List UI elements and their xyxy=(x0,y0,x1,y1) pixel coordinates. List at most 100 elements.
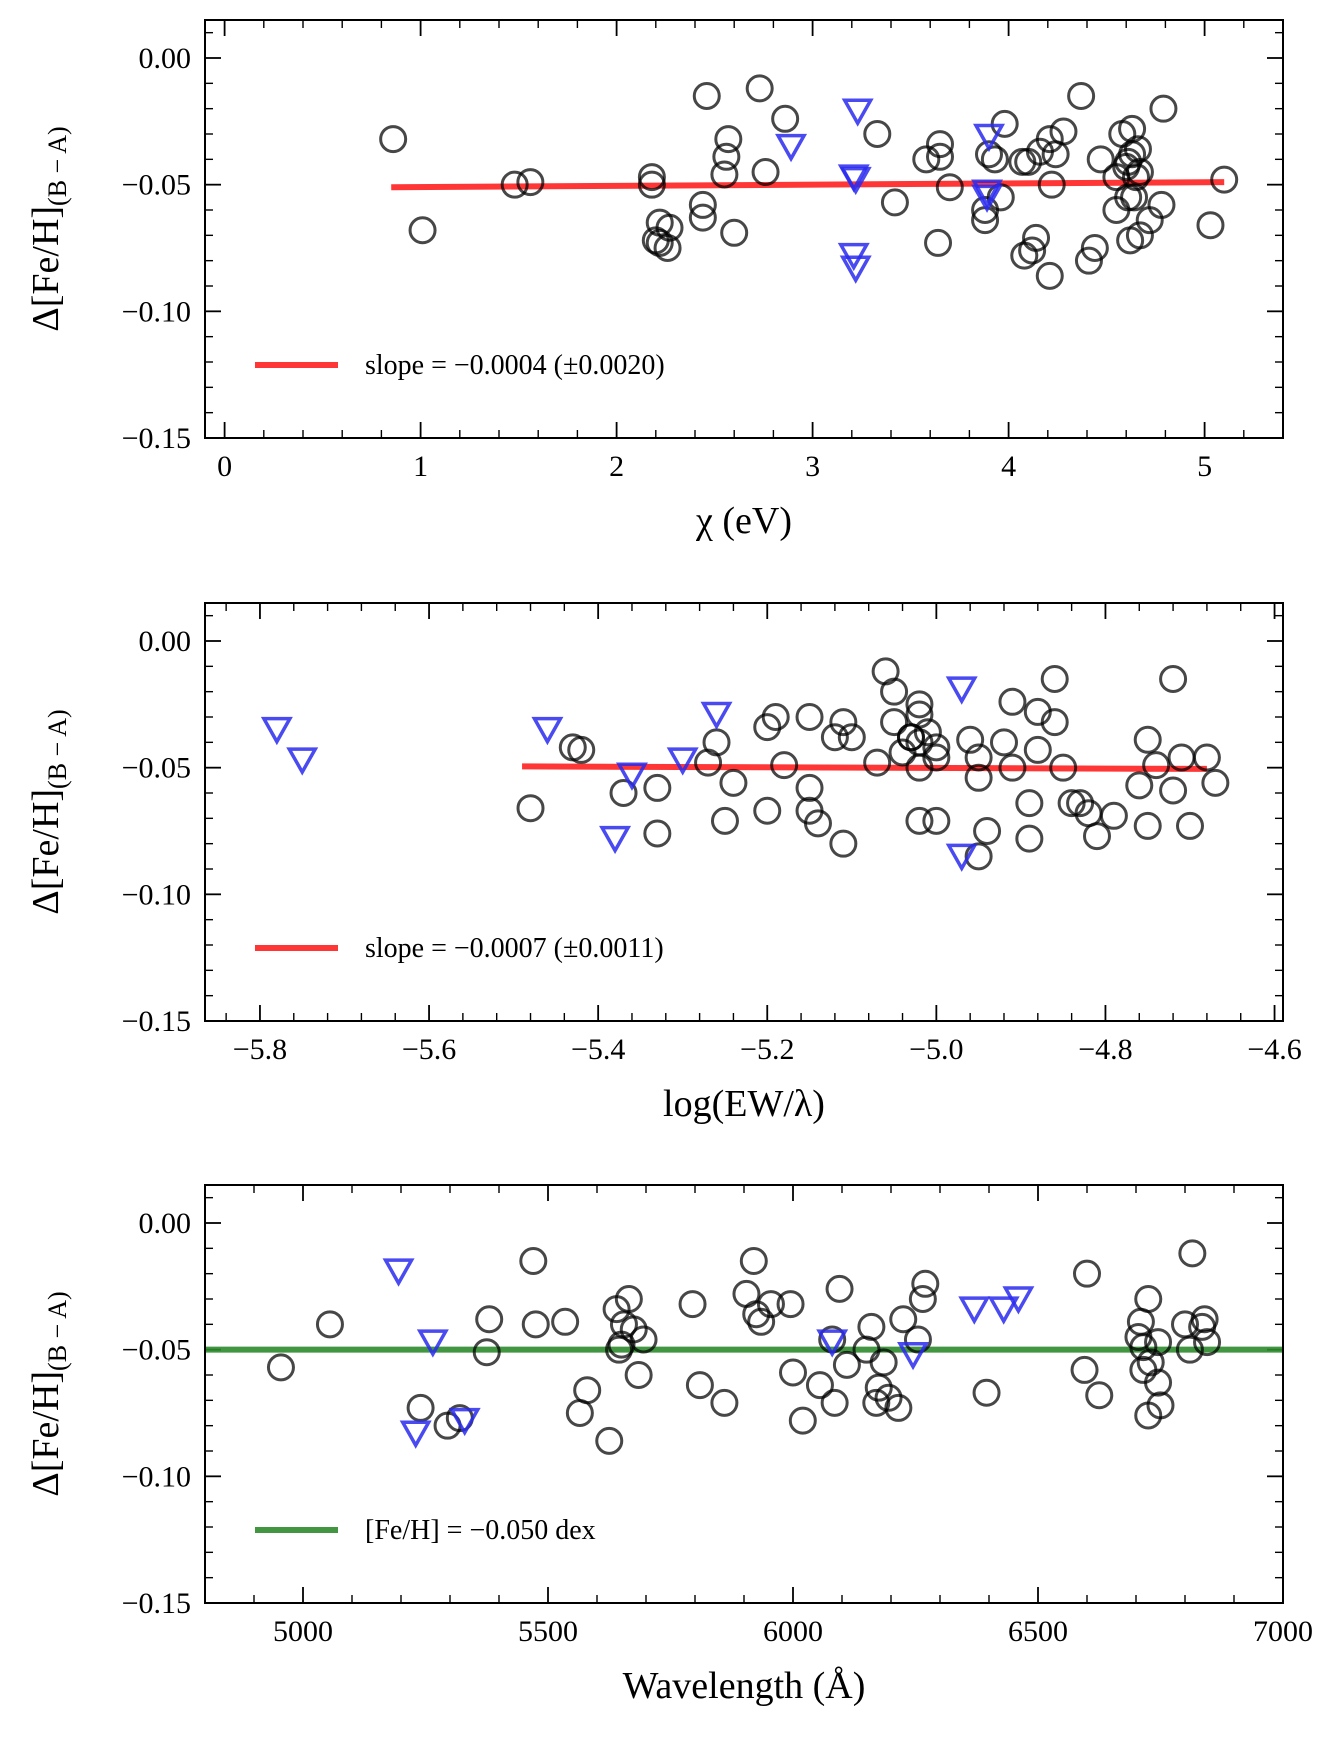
data-point-triangle xyxy=(382,1258,415,1287)
data-point-circle xyxy=(820,1388,849,1417)
y-tick-label: −0.15 xyxy=(122,1587,191,1620)
data-point-circle xyxy=(516,794,545,823)
x-axis-label: log(EW/λ) xyxy=(663,1083,825,1125)
x-tick-label: 3 xyxy=(805,450,820,483)
data-point-circle xyxy=(500,170,529,199)
data-point-circle xyxy=(1147,190,1176,219)
data-point-circle xyxy=(761,703,790,731)
data-point-circle xyxy=(1175,1335,1204,1364)
data-point-circle xyxy=(779,1358,807,1387)
data-point-circle xyxy=(964,743,993,772)
y-tick-label: 0.00 xyxy=(139,625,192,658)
data-point-triangle xyxy=(700,701,733,731)
data-point-circle xyxy=(406,1393,435,1422)
data-point-circle xyxy=(614,1285,643,1313)
data-point-circle xyxy=(516,168,545,197)
data-point-circle xyxy=(629,1325,658,1354)
legend-label: [Fe/H] = −0.050 dex xyxy=(365,1515,596,1546)
data-point-circle xyxy=(980,145,1009,174)
data-point-circle xyxy=(880,677,909,706)
data-point-circle xyxy=(1049,117,1078,146)
data-point-triangle xyxy=(666,747,699,776)
data-point-circle xyxy=(1125,158,1154,186)
x-tick-label: −4.8 xyxy=(1078,1033,1132,1066)
legend-label: slope = −0.0004 (±0.0020) xyxy=(365,350,665,381)
data-point-circle xyxy=(1126,1307,1155,1336)
data-point-circle xyxy=(975,140,1003,169)
data-point-triangle xyxy=(260,716,293,746)
data-point-triangle xyxy=(973,123,1005,153)
y-tick-label: −0.15 xyxy=(122,1005,191,1038)
x-tick-label: −4.6 xyxy=(1247,1033,1301,1066)
data-point-circle xyxy=(739,1247,768,1275)
data-point-circle xyxy=(857,1312,886,1341)
plot-frame xyxy=(204,1184,1284,1604)
data-point-circle xyxy=(756,1290,785,1319)
data-point-circle xyxy=(379,125,408,154)
plot-frame xyxy=(204,602,1284,1022)
data-point-circle xyxy=(1122,163,1150,192)
data-point-circle xyxy=(1035,261,1064,290)
data-point-circle xyxy=(1085,1381,1114,1410)
data-point-circle xyxy=(1175,811,1204,840)
data-point-circle xyxy=(1082,822,1111,851)
data-point-triangle xyxy=(531,716,564,746)
data-point-circle xyxy=(935,173,964,202)
data-point-circle xyxy=(645,228,674,257)
x-tick-label: 5500 xyxy=(518,1615,578,1648)
data-point-circle xyxy=(1070,1355,1099,1384)
data-point-circle xyxy=(820,723,849,752)
data-point-triangle xyxy=(775,133,808,163)
x-tick-label: 1 xyxy=(413,450,428,483)
data-point-circle xyxy=(595,1426,624,1455)
data-point-circle xyxy=(710,160,739,189)
x-axis-label: Wavelength (Å) xyxy=(623,1665,866,1707)
y-tick-label: −0.05 xyxy=(122,1334,191,1367)
data-point-circle xyxy=(998,687,1027,716)
data-point-circle xyxy=(1099,801,1128,830)
data-point-triangle xyxy=(841,98,874,127)
x-axis-label: χ (eV) xyxy=(695,500,792,542)
data-point-circle xyxy=(753,713,782,742)
data-point-circle xyxy=(710,806,739,835)
data-point-circle xyxy=(521,1310,550,1339)
data-point-circle xyxy=(829,708,858,737)
data-point-circle xyxy=(1210,165,1239,194)
x-tick-label: −5.0 xyxy=(909,1033,963,1066)
data-point-triangle xyxy=(448,1407,481,1437)
data-point-circle xyxy=(1134,1285,1163,1313)
data-point-circle xyxy=(922,743,951,772)
data-point-circle xyxy=(1178,1239,1207,1268)
data-point-triangle xyxy=(599,825,632,855)
data-point-circle xyxy=(751,158,780,186)
data-point-circle xyxy=(889,1305,918,1334)
plot-frame xyxy=(204,19,1284,439)
data-point-circle xyxy=(624,1361,653,1389)
data-point-circle xyxy=(1080,234,1109,262)
y-tick-label: −0.05 xyxy=(122,752,191,785)
data-point-circle xyxy=(637,163,666,192)
data-point-circle xyxy=(1073,1259,1101,1288)
data-point-circle xyxy=(1159,776,1188,805)
data-point-circle xyxy=(1035,125,1064,154)
data-point-circle xyxy=(1136,1348,1165,1377)
data-point-circle xyxy=(266,1353,295,1382)
data-point-circle xyxy=(720,218,749,247)
data-point-circle xyxy=(1149,94,1178,123)
data-point-circle xyxy=(1123,135,1152,164)
data-point-circle xyxy=(862,1388,891,1417)
x-tick-label: −5.8 xyxy=(233,1033,287,1066)
data-point-circle xyxy=(753,796,782,825)
data-point-circle xyxy=(1125,771,1154,800)
data-point-circle xyxy=(609,779,638,807)
data-point-circle xyxy=(1086,145,1115,174)
data-point-circle xyxy=(998,753,1027,782)
data-point-circle xyxy=(1201,768,1230,797)
data-point-triangle xyxy=(399,1420,432,1449)
data-point-circle xyxy=(551,1307,580,1336)
data-point-triangle xyxy=(839,255,872,284)
data-point-circle xyxy=(712,142,741,171)
y-tick-label: −0.10 xyxy=(122,1460,191,1493)
data-point-circle xyxy=(795,703,824,731)
